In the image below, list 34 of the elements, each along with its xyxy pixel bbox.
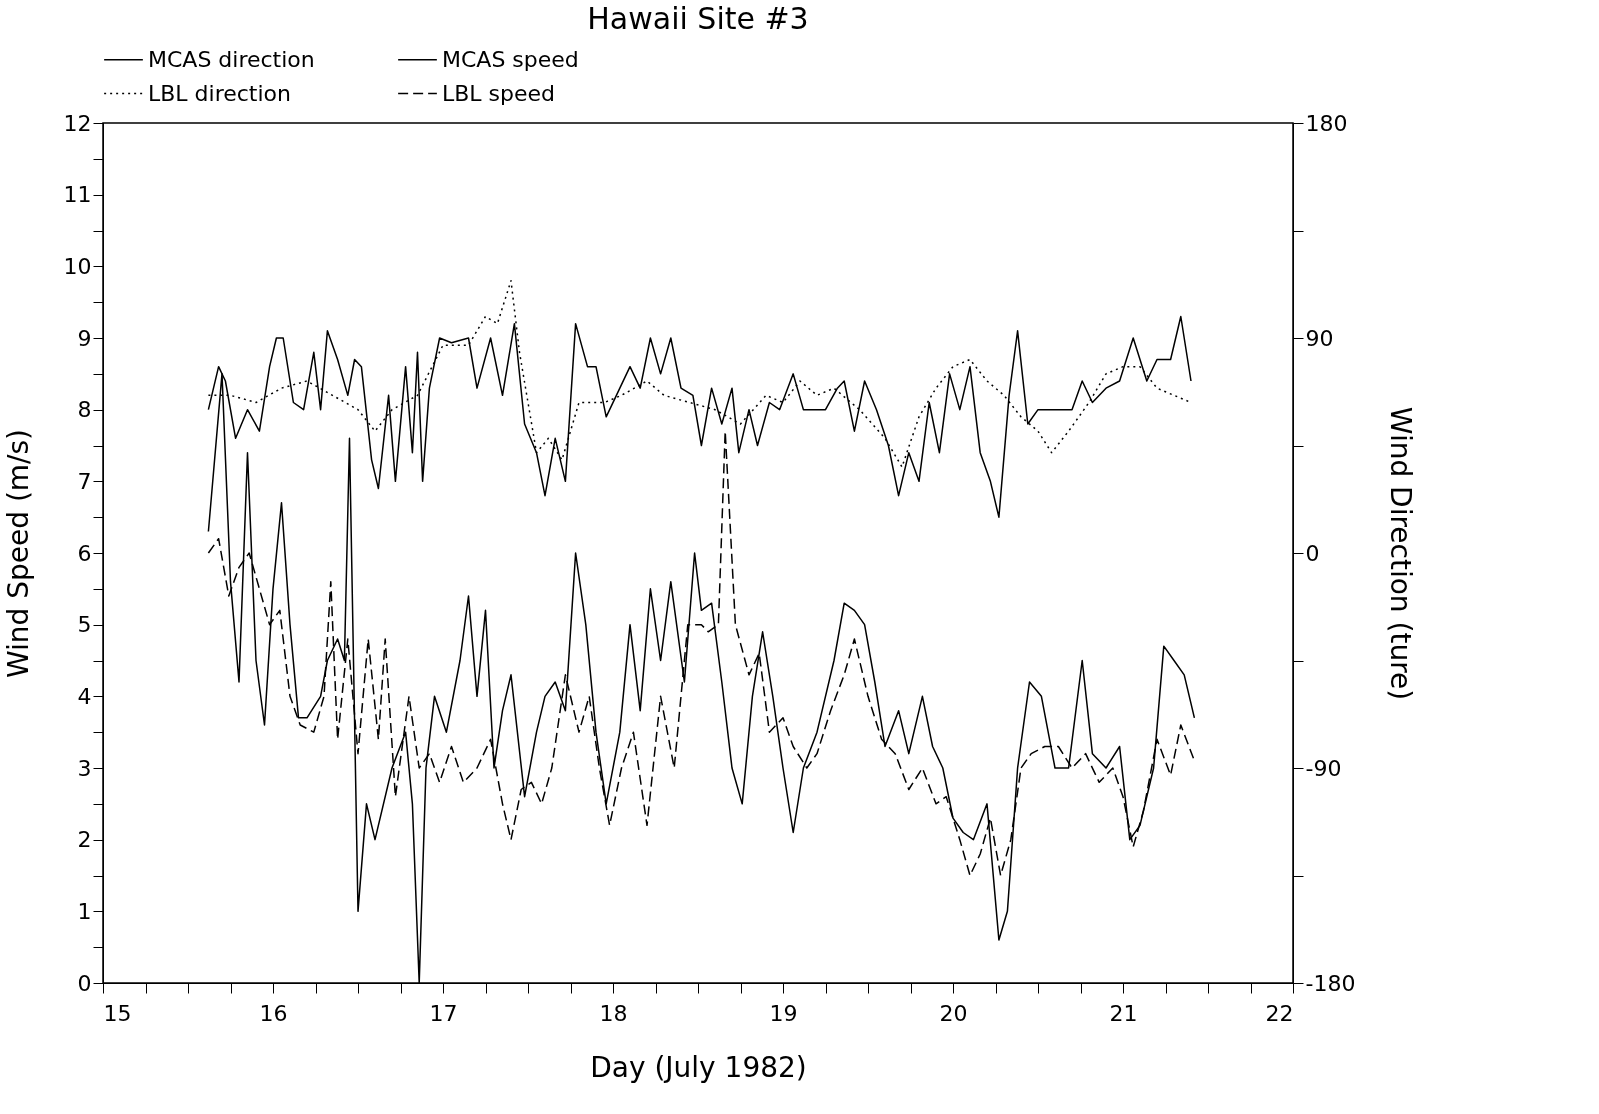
x-tick-label: 15 xyxy=(103,1000,132,1026)
x-tick-label: 20 xyxy=(939,1000,968,1026)
y-tick-label: 12 xyxy=(63,110,92,136)
y-tick-label: 4 xyxy=(77,683,92,709)
y-tick-label: 6 xyxy=(77,540,92,566)
y-tick-label: 10 xyxy=(63,253,92,279)
y-tick-label: 2 xyxy=(77,827,92,853)
y-tick-label: 3 xyxy=(77,755,92,781)
legend-label: MCAS direction xyxy=(148,46,315,72)
y-tick-label: 8 xyxy=(77,397,92,423)
y-tick-label: 9 xyxy=(77,325,92,351)
x-tick-label: 16 xyxy=(259,1000,288,1026)
y2-axis-title: Wind Direction (ture) xyxy=(1384,406,1418,701)
y2-tick-label: 90 xyxy=(1305,325,1334,351)
legend-label: LBL direction xyxy=(148,80,292,106)
y2-tick-label: 0 xyxy=(1305,540,1320,566)
y-tick-label: 5 xyxy=(77,612,92,638)
y-tick-label: 11 xyxy=(63,182,92,208)
y2-tick-label: -90 xyxy=(1305,755,1342,781)
x-tick-label: 21 xyxy=(1109,1000,1138,1026)
x-axis-title: Day (July 1982) xyxy=(590,1050,807,1084)
x-tick-label: 17 xyxy=(429,1000,458,1026)
y-tick-label: 0 xyxy=(77,970,92,996)
legend-label: LBL speed xyxy=(442,80,556,106)
x-tick-label: 18 xyxy=(599,1000,628,1026)
chart-title: Hawaii Site #3 xyxy=(587,1,809,36)
y2-tick-label: 180 xyxy=(1305,110,1348,136)
x-tick-label: 19 xyxy=(769,1000,798,1026)
legend-label: MCAS speed xyxy=(442,46,579,72)
y-tick-label: 1 xyxy=(77,898,92,924)
y-tick-label: 7 xyxy=(77,468,92,494)
x-tick-label: 22 xyxy=(1265,1000,1294,1026)
y-axis-title: Wind Speed (m/s) xyxy=(1,428,35,679)
y2-tick-label: -180 xyxy=(1305,970,1356,996)
